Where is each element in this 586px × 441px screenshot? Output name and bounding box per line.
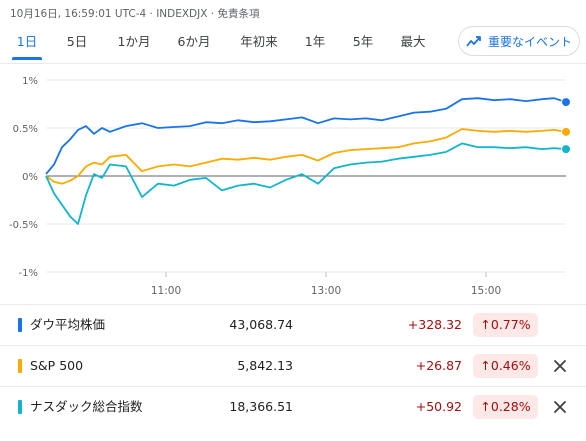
trending-up-icon — [466, 34, 482, 48]
quote-row[interactable]: ダウ平均株価 43,068.74 +328.32 ↑0.77% — [0, 305, 586, 345]
tab-1y[interactable]: 1年 — [304, 34, 326, 49]
y-tick-label: 0.5% — [13, 124, 38, 135]
key-events-button[interactable]: 重要なイベント — [458, 26, 580, 56]
key-events-label: 重要なイベント — [487, 34, 572, 49]
quote-percent-badge: ↑0.77% — [473, 313, 538, 337]
quote-change: +50.92 — [415, 399, 462, 414]
quote-value: 5,842.13 — [237, 358, 293, 373]
quote-value: 43,068.74 — [229, 317, 293, 332]
quote-row[interactable]: S&P 500 5,842.13 +26.87 ↑0.46% — [0, 346, 586, 386]
tab-max[interactable]: 最大 — [400, 34, 426, 49]
series-color-swatch — [18, 359, 22, 373]
quote-percent-badge: ↑0.46% — [473, 354, 538, 378]
tabs-divider — [0, 63, 586, 64]
quote-change: +328.32 — [407, 317, 462, 332]
y-tick-label: 0% — [22, 172, 38, 183]
active-tab-indicator — [12, 57, 42, 60]
row-divider — [0, 345, 586, 346]
quote-change: +26.87 — [415, 358, 462, 373]
tab-1m[interactable]: 1か月 — [117, 34, 151, 49]
x-tick-label: 15:00 — [471, 285, 501, 297]
y-tick-label: 1% — [22, 76, 38, 87]
tab-ytd[interactable]: 年初来 — [240, 34, 278, 49]
tab-5d[interactable]: 5日 — [66, 34, 88, 49]
index-line-chart: 1% 0.5% 0% -0.5% -1% 11:00 13:00 15:00 — [9, 76, 571, 297]
row-divider — [0, 386, 586, 387]
quote-name: ダウ平均株価 — [30, 317, 106, 332]
quote-meta: 10月16日, 16:59:01 UTC-4 · INDEXDJX · 免責条項 — [10, 8, 260, 20]
tab-1d[interactable]: 1日 — [16, 34, 38, 49]
arrow-up-icon: ↑ — [480, 399, 491, 414]
tab-5y[interactable]: 5年 — [352, 34, 374, 49]
series-color-swatch — [18, 400, 22, 414]
quote-value: 18,366.51 — [229, 399, 293, 414]
arrow-up-icon: ↑ — [480, 358, 491, 373]
quote-name: S&P 500 — [30, 358, 84, 373]
quote-percent-badge: ↑0.28% — [473, 395, 538, 419]
tab-6m[interactable]: 6か月 — [177, 34, 211, 49]
series-end-dot-0 — [561, 97, 571, 108]
quote-row[interactable]: ナスダック総合指数 18,366.51 +50.92 ↑0.28% — [0, 387, 586, 427]
quote-percent-value: 0.46% — [490, 358, 531, 373]
x-tick-label: 13:00 — [311, 285, 341, 297]
time-range-tabs: 1日 5日 1か月 6か月 年初来 1年 5年 最大 — [0, 28, 586, 62]
y-tick-label: -1% — [19, 268, 38, 279]
remove-comparison-close-icon[interactable] — [550, 397, 570, 417]
quote-name: ナスダック総合指数 — [30, 399, 143, 414]
y-tick-label: -0.5% — [9, 220, 38, 231]
series-color-swatch — [18, 318, 22, 332]
series-line-0 — [45, 97, 567, 175]
x-tick-label: 11:00 — [151, 285, 181, 297]
quote-percent-value: 0.28% — [490, 399, 531, 414]
remove-comparison-close-icon[interactable] — [550, 356, 570, 376]
series-line-2 — [45, 142, 567, 225]
arrow-up-icon: ↑ — [480, 317, 491, 332]
series-end-dot-1 — [561, 126, 571, 137]
series-line-1 — [45, 128, 567, 185]
row-divider — [0, 304, 586, 305]
series-end-dot-2 — [561, 144, 571, 155]
quote-percent-value: 0.77% — [490, 317, 531, 332]
